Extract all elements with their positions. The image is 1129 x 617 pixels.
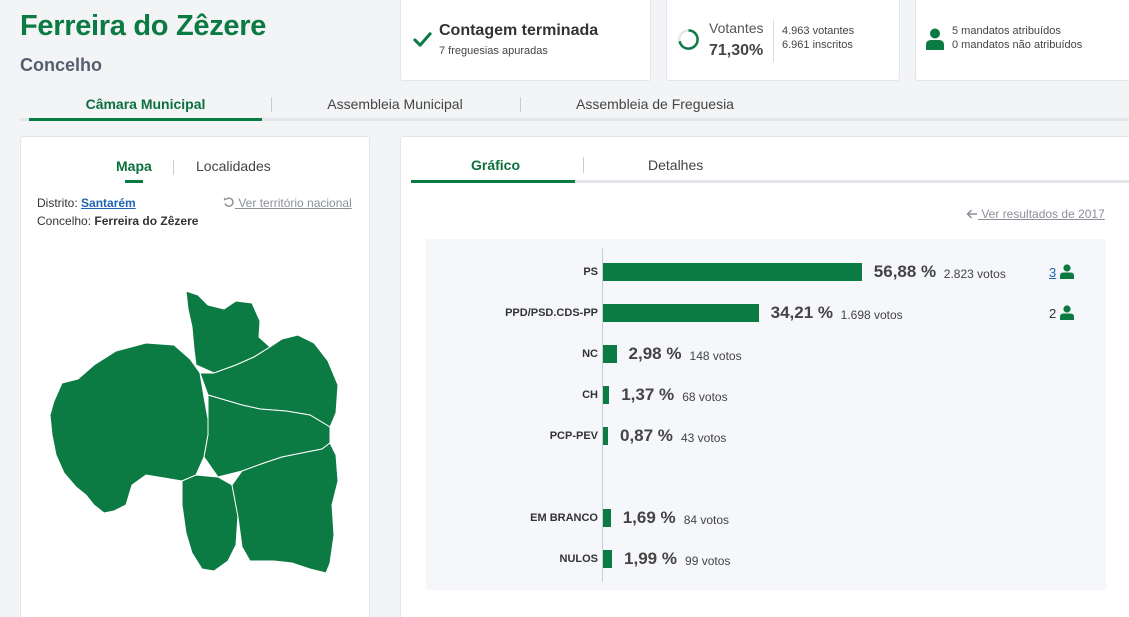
- parish-map: [49, 290, 339, 574]
- results-panel: Gráfico Detalhes Ver resultados de 2017 …: [400, 136, 1129, 617]
- district-link[interactable]: Santarém: [81, 196, 136, 210]
- status-title: Contagem terminada: [439, 22, 599, 39]
- tab-grafico[interactable]: Gráfico: [471, 157, 521, 173]
- parish-south[interactable]: [181, 474, 239, 572]
- mandates-card: 5 mandatos atribuídos 0 mandatos não atr…: [915, 0, 1129, 81]
- district-label: Distrito:: [37, 196, 78, 210]
- result-bar: [603, 386, 610, 404]
- county-label: Concelho:: [37, 214, 92, 228]
- tab-localidades[interactable]: Localidades: [196, 158, 271, 174]
- registered-count: 6.961 inscritos: [782, 39, 853, 51]
- percent-label: 34,21 %: [770, 303, 834, 322]
- person-icon: [1060, 305, 1074, 320]
- tab-separator: [173, 160, 174, 175]
- party-label: CH: [582, 389, 598, 401]
- election-tabs: Câmara Municipal Assembleia Municipal As…: [20, 90, 1129, 121]
- status-subtitle: 7 freguesias apuradas: [439, 45, 548, 57]
- seats-count[interactable]: 3: [1049, 265, 1057, 280]
- votes-label: 148 votos: [689, 349, 742, 363]
- check-icon: [413, 32, 432, 47]
- party-label: PS: [583, 266, 598, 278]
- mandates-assigned: 5 mandatos atribuídos: [952, 25, 1061, 37]
- arrow-left-icon: [966, 209, 977, 219]
- active-tab-indicator: [29, 118, 262, 121]
- votes-label: 99 votos: [685, 554, 731, 568]
- tab-assembleia-freguesia[interactable]: Assembleia de Freguesia: [576, 96, 734, 112]
- tab-separator: [520, 97, 521, 112]
- tab-mapa[interactable]: Mapa: [116, 158, 152, 174]
- percent-label: 1,37 %: [621, 385, 675, 404]
- map-panel: Mapa Localidades Distrito: Santarém Conc…: [20, 136, 370, 617]
- party-label: NC: [582, 348, 598, 360]
- percent-label: 0,87 %: [620, 426, 673, 445]
- tab-detalhes[interactable]: Detalhes: [648, 157, 704, 173]
- result-bar: [603, 345, 617, 363]
- voters-count: 4.963 votantes: [782, 25, 855, 37]
- votes-label: 2.823 votos: [943, 267, 1006, 281]
- active-tab-indicator: [125, 180, 143, 183]
- header: Ferreira do Zêzere Concelho: [20, 10, 266, 76]
- tab-separator: [583, 157, 584, 173]
- percent-label: 1,69 %: [622, 508, 676, 527]
- tab-camara-municipal[interactable]: Câmara Municipal: [85, 96, 206, 112]
- page-subtitle: Concelho: [20, 55, 103, 75]
- result-bar: [603, 427, 608, 445]
- party-label: EM BRANCO: [530, 512, 598, 524]
- count-status-card: Contagem terminada 7 freguesias apuradas: [400, 0, 651, 81]
- undo-icon: [223, 197, 234, 207]
- mandates-unassigned: 0 mandatos não atribuídos: [952, 39, 1083, 51]
- tab-separator: [271, 97, 272, 112]
- percent-label: 2,98 %: [628, 344, 682, 363]
- percent-label: 1,99 %: [624, 549, 677, 568]
- result-bar: [603, 550, 613, 568]
- divider: [773, 19, 774, 62]
- previous-results-label: Ver resultados de 2017: [981, 207, 1105, 221]
- party-label: NULOS: [559, 553, 599, 565]
- active-tab-indicator: [411, 180, 575, 183]
- national-link-label: Ver território nacional: [238, 196, 352, 210]
- seats-count: 2: [1049, 306, 1057, 321]
- person-icon: [1060, 264, 1074, 279]
- votes-label: 68 votos: [682, 390, 728, 404]
- votes-label: 1.698 votos: [840, 308, 903, 322]
- result-bar: [603, 509, 611, 527]
- results-bar-chart: PS 56,88 % 2.823 votos 3 PPD/PSD.CDS-PP 34,21…: [426, 239, 1106, 590]
- votes-label: 43 votos: [681, 431, 727, 445]
- county-info: Concelho: Ferreira do Zêzere: [37, 214, 198, 228]
- district-info: Distrito: Santarém: [37, 196, 136, 210]
- turnout-ring-icon: [678, 29, 699, 50]
- tab-assembleia-municipal[interactable]: Assembleia Municipal: [327, 96, 463, 112]
- previous-results-link[interactable]: Ver resultados de 2017: [966, 207, 1105, 221]
- person-icon: [926, 28, 944, 50]
- result-bar: [603, 263, 862, 281]
- chart-axis: [602, 248, 603, 582]
- votes-label: 84 votos: [683, 513, 730, 527]
- county-value: Ferreira do Zêzere: [94, 214, 199, 228]
- party-label: PCP-PEV: [549, 430, 598, 442]
- turnout-card: Votantes 71,30% 4.963 votantes 6.961 ins…: [666, 0, 900, 81]
- result-bar: [603, 304, 759, 322]
- turnout-label: Votantes: [709, 20, 764, 36]
- page-title: Ferreira do Zêzere: [20, 10, 267, 42]
- parish-southeast[interactable]: [231, 442, 339, 574]
- turnout-percent: 71,30%: [709, 42, 764, 59]
- percent-label: 56,88 %: [873, 262, 937, 281]
- party-label: PPD/PSD.CDS-PP: [505, 307, 598, 319]
- results-tabs: Gráfico Detalhes: [411, 137, 1129, 183]
- national-territory-link[interactable]: Ver território nacional: [223, 196, 352, 210]
